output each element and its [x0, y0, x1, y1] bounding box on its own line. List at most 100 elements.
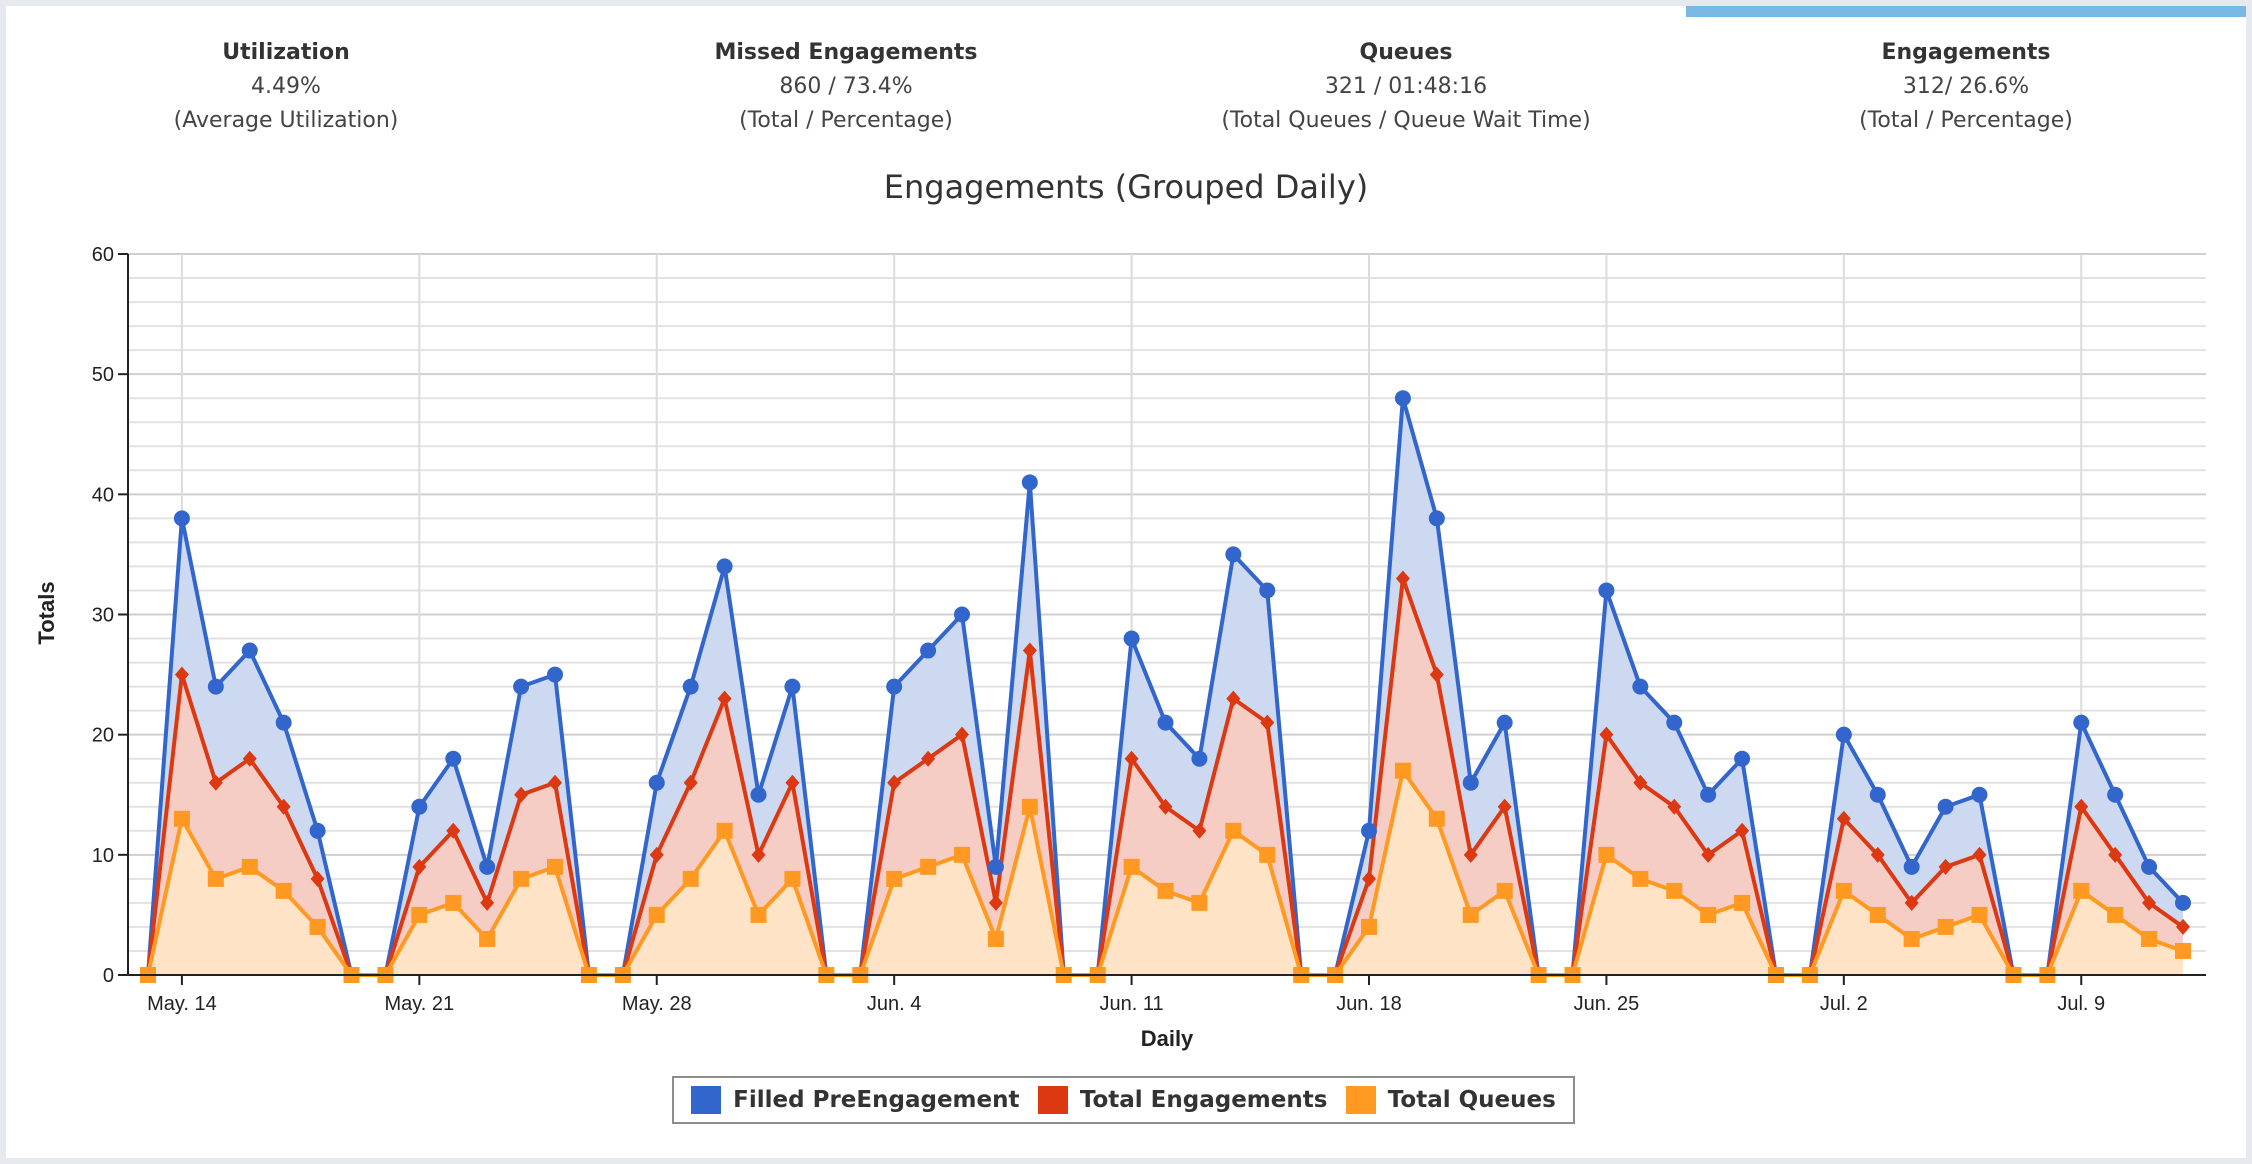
data-point-engagements — [548, 774, 562, 791]
data-point-queues — [1394, 762, 1411, 779]
data-point-queues — [1259, 846, 1276, 863]
data-point-preengagement — [2141, 858, 2158, 875]
data-point-queues — [1869, 906, 1886, 923]
data-point-preengagement — [1123, 630, 1140, 647]
stat-missed-engagements[interactable]: Missed Engagements 860 / 73.4% (Total / … — [586, 36, 1106, 138]
data-point-queues — [682, 870, 699, 887]
data-point-engagements — [1192, 822, 1207, 839]
data-point-queues — [1971, 906, 1988, 923]
stat-value: 4.49% — [251, 74, 321, 99]
data-point-queues — [784, 870, 801, 887]
y-tick-label: 20 — [92, 725, 114, 747]
data-point-preengagement — [1971, 786, 1988, 803]
data-point-engagements — [1701, 846, 1716, 863]
data-point-preengagement — [241, 642, 258, 659]
legend-swatch-red — [1037, 1086, 1068, 1114]
data-point-preengagement — [920, 642, 937, 659]
legend-label: Filled PreEngagement — [733, 1087, 1020, 1113]
x-tick-label: Jun. 11 — [1100, 993, 1164, 1015]
data-point-queues — [275, 882, 292, 899]
legend-item-filled-preengagement[interactable]: Filled PreEngagement — [691, 1086, 1019, 1114]
data-point-queues — [1021, 798, 1038, 815]
x-tick-label: Jul. 9 — [2057, 993, 2105, 1015]
data-point-engagements — [887, 774, 902, 791]
data-point-preengagement — [1903, 858, 1920, 875]
data-point-engagements — [1735, 822, 1750, 839]
data-point-preengagement — [682, 678, 699, 695]
x-tick-label: May. 28 — [622, 993, 692, 1015]
x-tick-label: Jul. 2 — [1820, 993, 1868, 1015]
data-point-engagements — [1158, 798, 1173, 815]
stat-caption: (Total Queues / Queue Wait Time) — [1221, 108, 1591, 133]
data-point-engagements — [1463, 846, 1478, 863]
stat-caption: (Average Utilization) — [173, 108, 399, 133]
data-point-engagements — [276, 798, 291, 815]
data-point-queues — [750, 906, 767, 923]
x-tick-label: May. 21 — [384, 993, 454, 1015]
data-point-preengagement — [954, 606, 970, 623]
data-point-preengagement — [1361, 822, 1377, 839]
stat-caption: (Total / Percentage) — [739, 108, 953, 133]
data-point-queues — [1191, 894, 1208, 911]
legend-swatch-orange — [1345, 1086, 1376, 1114]
data-point-engagements — [2176, 918, 2190, 935]
data-point-engagements — [1870, 846, 1885, 863]
active-tab-indicator — [1686, 6, 2246, 17]
data-point-engagements — [1124, 750, 1139, 767]
x-tick-label: Jun. 4 — [867, 993, 921, 1015]
data-point-engagements — [1260, 714, 1275, 731]
data-point-engagements — [1836, 810, 1851, 827]
data-point-engagements — [1497, 798, 1512, 815]
data-point-queues — [1361, 918, 1377, 935]
data-point-preengagement — [2073, 714, 2090, 731]
data-point-queues — [1225, 822, 1242, 839]
legend-item-total-engagements[interactable]: Total Engagements — [1037, 1086, 1328, 1114]
data-point-queues — [1937, 918, 1954, 935]
stat-queues[interactable]: Queues 321 / 01:48:16 (Total Queues / Qu… — [1146, 36, 1666, 138]
data-point-engagements — [785, 774, 800, 791]
data-point-queues — [920, 858, 937, 875]
data-point-queues — [716, 822, 733, 839]
data-point-preengagement — [411, 798, 428, 815]
data-point-engagements — [1667, 798, 1682, 815]
data-point-preengagement — [275, 714, 292, 731]
data-point-queues — [1598, 846, 1615, 863]
data-point-preengagement — [1496, 714, 1513, 731]
y-tick-label: 40 — [92, 484, 114, 506]
data-point-preengagement — [547, 666, 563, 683]
stat-utilization[interactable]: Utilization 4.49% (Average Utilization) — [26, 36, 546, 138]
data-point-engagements — [649, 846, 664, 863]
data-point-queues — [1734, 894, 1751, 911]
data-point-preengagement — [716, 558, 733, 575]
data-point-queues — [445, 894, 462, 911]
data-point-queues — [547, 858, 563, 875]
data-point-preengagement — [1598, 582, 1615, 599]
data-point-preengagement — [987, 858, 1004, 875]
data-point-queues — [479, 930, 496, 947]
data-point-preengagement — [2175, 894, 2191, 911]
data-point-preengagement — [648, 774, 665, 791]
data-point-queues — [648, 906, 665, 923]
data-point-preengagement — [1428, 510, 1445, 527]
legend-label: Total Engagements — [1079, 1087, 1328, 1113]
data-point-queues — [1496, 882, 1513, 899]
data-point-queues — [173, 810, 190, 827]
data-point-preengagement — [886, 678, 903, 695]
legend-item-total-queues[interactable]: Total Queues — [1345, 1086, 1556, 1114]
data-point-engagements — [2074, 798, 2089, 815]
y-tick-label: 10 — [92, 845, 114, 867]
x-axis-label: Daily — [1141, 1026, 1194, 1051]
stat-engagements[interactable]: Engagements 312/ 26.6% (Total / Percenta… — [1706, 36, 2226, 138]
data-point-engagements — [1599, 726, 1614, 743]
data-point-engagements — [2108, 846, 2123, 863]
data-point-queues — [2175, 942, 2191, 959]
data-point-queues — [241, 858, 258, 875]
data-point-preengagement — [1835, 726, 1852, 743]
data-point-preengagement — [1225, 546, 1242, 563]
stat-value: 312/ 26.6% — [1902, 74, 2030, 99]
x-tick-label: Jun. 18 — [1336, 993, 1402, 1015]
chart-title: Engagements (Grouped Daily) — [883, 168, 1369, 206]
stat-title: Queues — [1359, 40, 1453, 65]
data-point-queues — [1632, 870, 1649, 887]
series-area-1 — [148, 578, 2183, 975]
